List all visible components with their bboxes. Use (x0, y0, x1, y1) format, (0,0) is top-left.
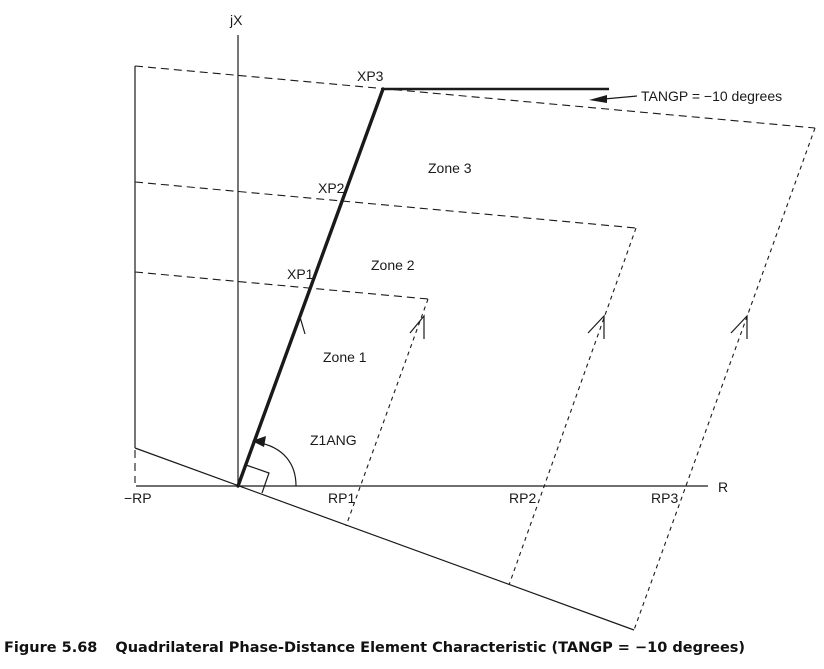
direction-arrow-zone2 (587, 314, 605, 339)
directional-boundary-line (134, 447, 635, 631)
tangp-label: TANGP = −10 degrees (641, 88, 782, 104)
jx-axis-label: jX (229, 12, 243, 28)
zone2-label: Zone 2 (371, 257, 415, 273)
xp1-label: XP1 (287, 266, 314, 282)
neg-rp-label: −RP (124, 490, 152, 506)
zone3-label: Zone 3 (428, 160, 472, 176)
zone3-top-line (134, 65, 816, 129)
direction-arrow-impedance (293, 315, 306, 335)
rp3-label: RP3 (651, 490, 678, 506)
tangp-arrowhead (589, 95, 607, 103)
zone1-label: Zone 1 (323, 349, 367, 365)
rp1-label: RP1 (328, 490, 355, 506)
xp2-label: XP2 (318, 180, 345, 196)
z1ang-arrowhead (252, 436, 266, 447)
zone2-right-line (508, 227, 637, 586)
zone1-top-line (134, 271, 429, 300)
zone1-right-line (345, 298, 429, 527)
right-angle-marker (245, 464, 270, 494)
tangp-arrow-line (603, 95, 638, 100)
figure-number: Figure 5.68 (4, 640, 98, 656)
zone3-right-line (633, 127, 816, 631)
direction-arrow-zone1 (409, 314, 425, 339)
rp2-label: RP2 (509, 490, 536, 506)
direction-arrow-zone3 (730, 314, 748, 339)
r-axis-label: R (718, 479, 728, 495)
zone2-top-line (134, 181, 637, 229)
z1ang-arc (255, 441, 297, 487)
xp3-label: XP3 (357, 68, 384, 84)
z1ang-label: Z1ANG (310, 432, 357, 448)
figure-title: Quadrilateral Phase-Distance Element Cha… (115, 640, 746, 656)
line-impedance-angle (236, 87, 385, 488)
figure-caption: Figure 5.68 Quadrilateral Phase-Distance … (4, 640, 820, 664)
